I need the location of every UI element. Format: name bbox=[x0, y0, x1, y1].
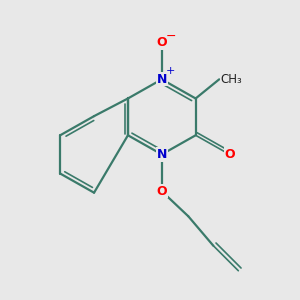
Text: −: − bbox=[166, 29, 176, 43]
Text: CH₃: CH₃ bbox=[221, 73, 242, 86]
Text: +: + bbox=[166, 66, 175, 76]
Text: O: O bbox=[224, 148, 235, 161]
Text: N: N bbox=[157, 73, 167, 86]
Text: O: O bbox=[157, 36, 167, 49]
Text: O: O bbox=[157, 185, 167, 198]
Text: N: N bbox=[157, 148, 167, 161]
